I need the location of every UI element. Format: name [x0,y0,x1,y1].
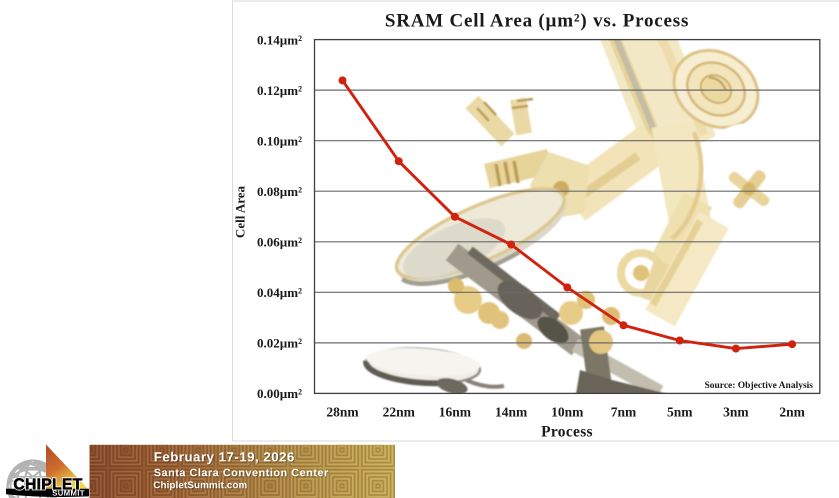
svg-text:2nm: 2nm [779,405,805,420]
svg-text:5nm: 5nm [667,405,693,420]
svg-text:22nm: 22nm [383,405,416,420]
svg-text:0.12µm²: 0.12µm² [257,83,302,98]
svg-text:0.00µm²: 0.00µm² [257,386,302,401]
svg-text:0.02µm²: 0.02µm² [257,336,302,351]
svg-text:0.14µm²: 0.14µm² [257,32,302,47]
svg-text:3nm: 3nm [723,405,749,420]
svg-text:SRAM Cell Area (µm²) vs. Proce: SRAM Cell Area (µm²) vs. Process [385,11,689,32]
svg-text:Source: Objective Analysis: Source: Objective Analysis [704,381,813,391]
svg-text:Cell Area: Cell Area [233,185,248,238]
svg-text:10nm: 10nm [551,405,584,420]
svg-text:28nm: 28nm [326,405,359,420]
svg-text:16nm: 16nm [439,405,472,420]
svg-text:Process: Process [541,424,593,441]
svg-text:0.04µm²: 0.04µm² [257,285,302,300]
svg-text:0.06µm²: 0.06µm² [257,235,302,250]
svg-text:14nm: 14nm [495,405,528,420]
svg-text:0.08µm²: 0.08µm² [257,184,302,199]
svg-text:0.10µm²: 0.10µm² [257,133,302,148]
svg-text:7nm: 7nm [611,405,637,420]
